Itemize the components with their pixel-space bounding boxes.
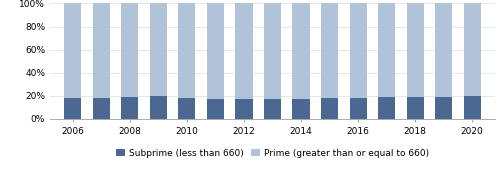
Bar [150, 3, 167, 96]
Bar [122, 97, 138, 119]
Bar [264, 99, 281, 119]
Bar [292, 3, 310, 99]
Bar [122, 3, 138, 97]
Bar [378, 97, 395, 119]
Bar [378, 3, 395, 97]
Bar [207, 99, 224, 119]
Bar [435, 97, 452, 119]
Bar [292, 99, 310, 119]
Legend: Subprime (less than 660), Prime (greater than or equal to 660): Subprime (less than 660), Prime (greater… [116, 149, 428, 158]
Bar [178, 98, 196, 119]
Bar [64, 3, 82, 98]
Bar [64, 98, 82, 119]
Bar [464, 96, 480, 119]
Bar [350, 98, 366, 119]
Bar [93, 98, 110, 119]
Bar [464, 3, 480, 96]
Bar [406, 97, 424, 119]
Bar [435, 3, 452, 97]
Bar [350, 3, 366, 98]
Bar [93, 3, 110, 98]
Bar [207, 3, 224, 99]
Bar [150, 96, 167, 119]
Bar [321, 3, 338, 98]
Bar [178, 3, 196, 98]
Bar [236, 3, 252, 99]
Bar [321, 98, 338, 119]
Bar [236, 99, 252, 119]
Bar [264, 3, 281, 99]
Bar [406, 3, 424, 97]
